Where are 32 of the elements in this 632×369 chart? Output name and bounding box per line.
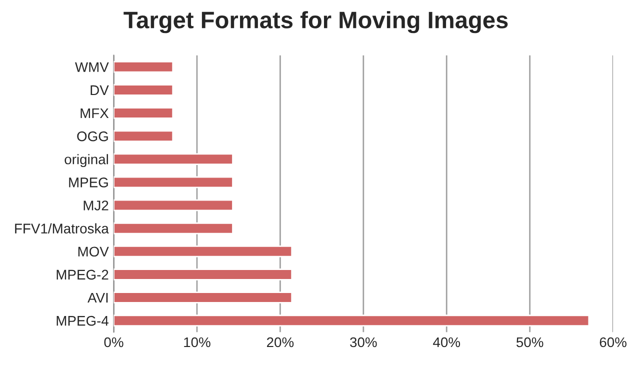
- x-tick-label: 40%: [433, 337, 460, 348]
- x-tick-label: 0%: [104, 337, 124, 348]
- y-tick-label: MPEG-4: [56, 316, 108, 326]
- x-tick-label: 20%: [266, 337, 294, 348]
- bar: [114, 292, 293, 304]
- x-tick-label: 60%: [600, 337, 626, 348]
- y-tick-label: DV: [90, 85, 109, 95]
- y-tick-label: original: [64, 154, 108, 168]
- y-tick-label: MFX: [80, 108, 109, 118]
- bar: [114, 84, 174, 96]
- bar: [114, 107, 174, 119]
- x-tick-label: 50%: [516, 337, 544, 348]
- bar: [114, 314, 590, 326]
- x-tick-label: 30%: [350, 337, 377, 348]
- bar: [114, 130, 174, 142]
- x-tick-label: 10%: [184, 337, 210, 348]
- chart-title: Target Formats for Moving Images: [124, 11, 508, 34]
- bar: [114, 268, 293, 280]
- bar: [114, 153, 234, 166]
- y-tick-label: FFV1/Matroska: [15, 223, 109, 234]
- y-tick-label: MPEG: [69, 178, 108, 188]
- bar: [114, 245, 293, 258]
- y-tick-label: MOV: [78, 246, 109, 257]
- y-tick-label: OGG: [77, 131, 108, 142]
- bar: [114, 176, 234, 188]
- bar: [114, 199, 234, 212]
- y-tick-label: MPEG-2: [56, 270, 108, 280]
- bar: [114, 60, 174, 73]
- y-tick-label: WMV: [75, 62, 109, 72]
- y-tick-label: AVI: [88, 292, 108, 303]
- y-tick-label: MJ2: [84, 200, 108, 210]
- bar: [114, 222, 234, 234]
